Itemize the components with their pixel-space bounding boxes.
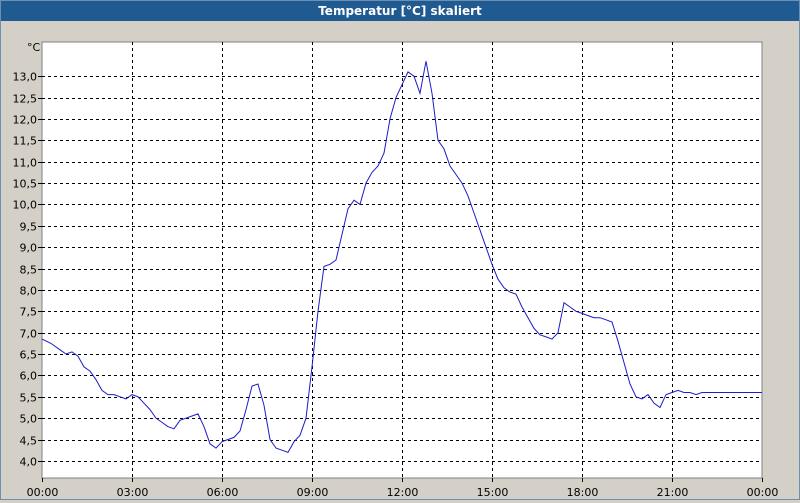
y-tick-label: 8,0 bbox=[20, 285, 38, 298]
window-title: Temperatur [°C] skaliert bbox=[1, 1, 799, 21]
x-tick-time-label: 21:00 bbox=[657, 486, 689, 499]
y-tick-label: 11,5 bbox=[13, 135, 38, 148]
y-tick-label: 12,5 bbox=[13, 93, 38, 106]
y-tick-label: 9,0 bbox=[20, 242, 38, 255]
x-tick-time-label: 09:00 bbox=[297, 486, 329, 499]
y-tick-label: 5,5 bbox=[20, 392, 38, 405]
y-tick-label: 6,0 bbox=[20, 370, 38, 383]
y-tick-label: 11,0 bbox=[13, 157, 38, 170]
y-tick-label: 7,5 bbox=[20, 306, 38, 319]
y-tick-label: 9,5 bbox=[20, 221, 38, 234]
y-tick-label: 12,0 bbox=[13, 114, 38, 127]
x-tick-time-label: 00:00 bbox=[747, 486, 779, 499]
x-tick-time-label: 12:00 bbox=[387, 486, 419, 499]
x-tick-time-label: 03:00 bbox=[117, 486, 149, 499]
y-axis-ticks: 4,0 4,5 5,0 5,5 6,0 6,5 7,0 7,5 8,0 8,5 9,0 9,5 10,0… bbox=[13, 71, 42, 469]
y-axis-unit-label: °C bbox=[27, 41, 41, 54]
y-tick-label: 10,0 bbox=[13, 199, 38, 212]
x-tick-time-label: 18:00 bbox=[567, 486, 599, 499]
y-tick-label: 7,0 bbox=[20, 328, 38, 341]
grid-lines bbox=[42, 42, 762, 478]
y-tick-label: 6,5 bbox=[20, 349, 38, 362]
x-tick-time-label: 15:00 bbox=[477, 486, 509, 499]
temperature-chart: 4,0 4,5 5,0 5,5 6,0 6,5 7,0 7,5 8,0 8,5 9,0 9,5 10,0… bbox=[13, 41, 779, 499]
y-tick-label: 13,0 bbox=[13, 71, 38, 84]
y-tick-label: 4,5 bbox=[20, 435, 38, 448]
x-tick-time-label: 00:00 bbox=[27, 486, 59, 499]
x-axis-ticks: 00:0017.12.1303:0017.12.1306:0017.12.130… bbox=[27, 478, 779, 499]
y-tick-label: 8,5 bbox=[20, 264, 38, 277]
x-tick-time-label: 06:00 bbox=[207, 486, 239, 499]
y-tick-label: 5,0 bbox=[20, 413, 38, 426]
series-line-temperature bbox=[41, 61, 762, 454]
y-tick-label: 10,5 bbox=[13, 178, 38, 191]
y-tick-label: 4,0 bbox=[20, 456, 38, 469]
chart-area: 4,0 4,5 5,0 5,5 6,0 6,5 7,0 7,5 8,0 8,5 9,0 9,5 10,0… bbox=[1, 21, 799, 499]
